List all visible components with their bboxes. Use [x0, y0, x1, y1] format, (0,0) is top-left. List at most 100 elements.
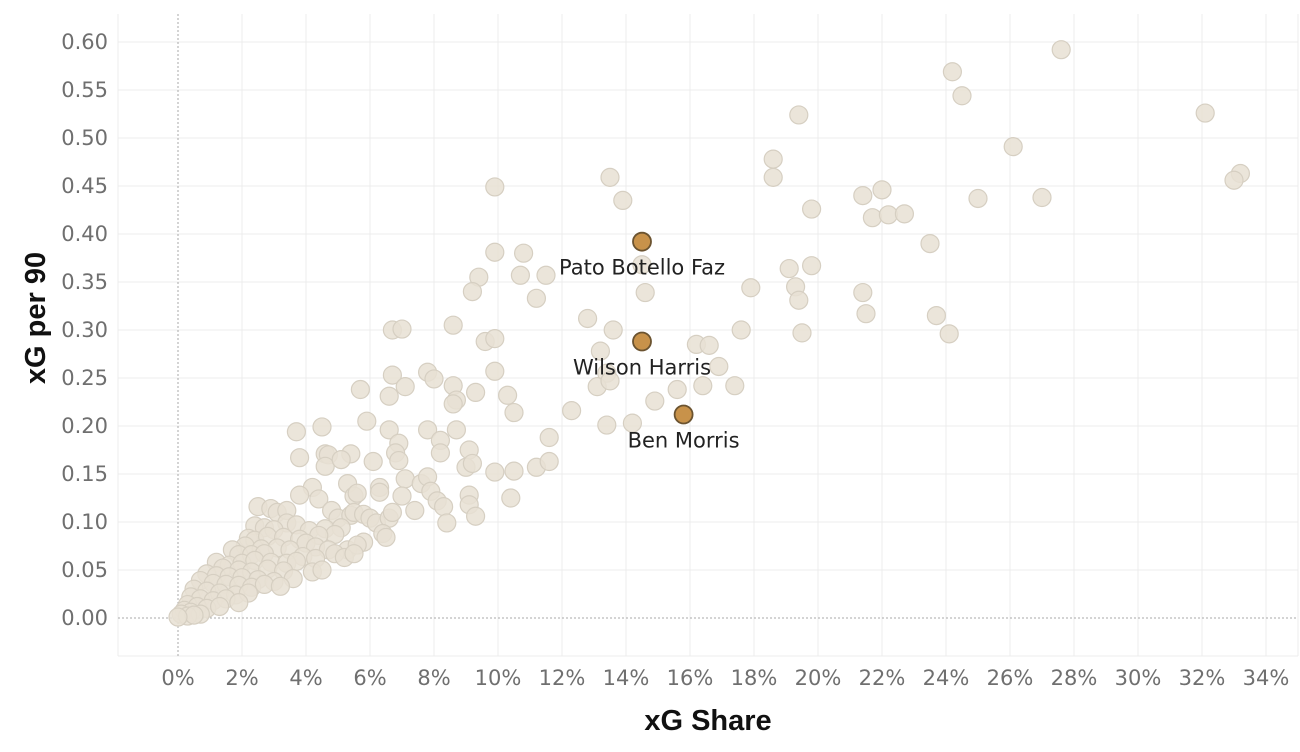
- scatter-point: [424, 369, 444, 389]
- scatter-point: [942, 62, 963, 82]
- scatter-point: [331, 450, 351, 470]
- scatter-point: [603, 320, 623, 340]
- scatter-point: [725, 376, 745, 396]
- scatter-point: [430, 443, 450, 463]
- scatter-point: [856, 304, 876, 324]
- scatter-point: [577, 308, 598, 329]
- y-tick-label: 0.25: [61, 366, 108, 390]
- scatter-point: [590, 341, 611, 361]
- scatter-point: [466, 506, 486, 526]
- scatter-point: [699, 335, 719, 355]
- scatter-point: [894, 204, 915, 224]
- scatter-point: [872, 180, 892, 200]
- scatter-point: [632, 255, 652, 275]
- scatter-point: [939, 324, 959, 344]
- scatter-point: [254, 574, 274, 595]
- x-tick-label: 24%: [923, 666, 970, 690]
- x-tick-label: 6%: [353, 666, 386, 690]
- scatter-point: [613, 190, 633, 210]
- x-tick-label: 10%: [475, 666, 522, 690]
- scatter-point: [600, 167, 620, 187]
- scatter-point: [290, 448, 310, 468]
- scatter-point: [526, 288, 547, 308]
- scatter-point: [315, 456, 335, 476]
- scatter-point: [382, 365, 402, 385]
- scatter-point: [382, 502, 402, 523]
- x-tick-label: 26%: [987, 666, 1034, 690]
- scatter-point: [347, 483, 367, 503]
- scatter-point: [443, 394, 463, 414]
- x-tick-label: 2%: [225, 666, 258, 690]
- scatter-point: [789, 105, 809, 125]
- x-tick-label: 22%: [859, 666, 906, 690]
- scatter-point: [731, 320, 751, 340]
- scatter-point: [968, 188, 988, 209]
- scatter-point: [539, 451, 559, 472]
- scatter-point: [395, 377, 415, 397]
- x-tick-label: 34%: [1243, 666, 1290, 690]
- scatter-point: [184, 605, 204, 625]
- scatter-point: [709, 356, 729, 377]
- scatter-point: [789, 290, 809, 310]
- y-tick-label: 0.50: [61, 126, 108, 150]
- scatter-point: [622, 413, 643, 433]
- scatter-point: [395, 469, 415, 489]
- scatter-point: [878, 205, 899, 225]
- scatter-point: [405, 500, 425, 521]
- scatter-point: [600, 371, 620, 391]
- x-tick-label: 8%: [417, 666, 450, 690]
- y-tick-label: 0.30: [61, 318, 108, 342]
- x-tick-label: 4%: [289, 666, 322, 690]
- scatter-point: [693, 376, 713, 396]
- x-tick-label: 30%: [1115, 666, 1162, 690]
- scatter-point: [376, 527, 396, 547]
- x-tick-label: 28%: [1051, 666, 1098, 690]
- highlighted-point: [632, 331, 652, 352]
- scatter-point: [667, 379, 687, 400]
- x-tick-label: 12%: [539, 666, 586, 690]
- scatter-point: [513, 243, 534, 263]
- y-tick-label: 0.40: [61, 222, 108, 246]
- y-tick-label: 0.00: [61, 606, 108, 630]
- scatter-point: [443, 315, 463, 335]
- scatter-point: [926, 306, 947, 326]
- highlighted-point: [632, 231, 652, 252]
- scatter-point: [485, 361, 505, 381]
- scatter-point: [792, 323, 812, 343]
- scatter-point: [485, 329, 505, 349]
- scatter-point: [466, 382, 486, 402]
- scatter-point: [853, 186, 873, 206]
- scatter-point: [635, 282, 655, 303]
- y-tick-label: 0.05: [61, 558, 108, 582]
- scatter-point: [485, 242, 505, 262]
- scatter-point: [270, 576, 290, 596]
- highlighted-point: [673, 404, 694, 425]
- y-tick-label: 0.45: [61, 174, 108, 198]
- scatter-point: [418, 420, 438, 440]
- scatter-point: [498, 385, 518, 405]
- scatter-point: [344, 544, 364, 564]
- scatter-point: [504, 402, 524, 423]
- scatter-point: [210, 596, 230, 617]
- x-tick-label: 14%: [603, 666, 650, 690]
- y-axis-title: xG per 90: [20, 252, 52, 384]
- scatter-point: [309, 489, 329, 509]
- scatter-point: [561, 401, 582, 421]
- points-layer: [168, 40, 1251, 627]
- y-tick-label: 0.55: [61, 78, 108, 102]
- y-tick-label: 0.15: [61, 462, 108, 486]
- scatter-point: [1032, 187, 1052, 208]
- scatter-point: [462, 282, 482, 302]
- scatter-point: [801, 199, 822, 219]
- y-tick-label: 0.60: [61, 30, 108, 54]
- highlighted-point-label: Wilson Harris: [573, 356, 711, 380]
- scatter-point: [504, 461, 524, 481]
- scatter-point: [350, 379, 370, 400]
- x-tick-label: 20%: [795, 666, 842, 690]
- scatter-point: [379, 420, 399, 440]
- scatter-point: [437, 513, 457, 533]
- scatter-point: [920, 234, 940, 254]
- scatter-point: [168, 607, 188, 627]
- x-tick-label: 16%: [667, 666, 714, 690]
